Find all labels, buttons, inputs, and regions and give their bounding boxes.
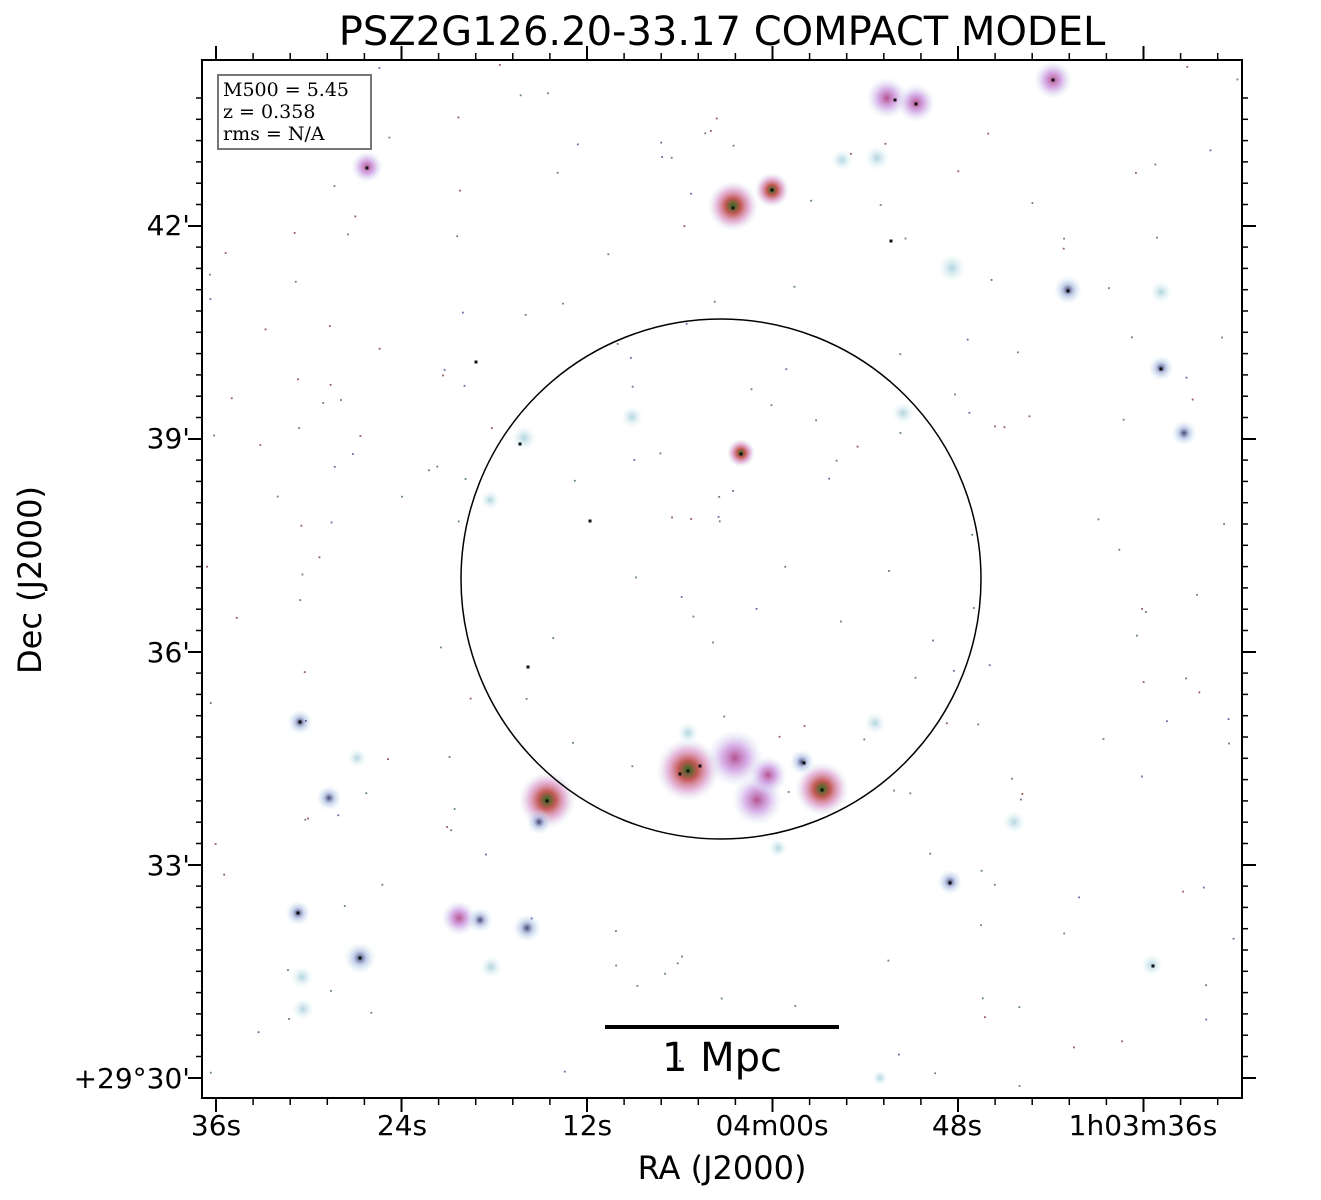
y-tick-label: +29°30' (73, 1062, 190, 1095)
x-tick-label: 48s (931, 1109, 983, 1142)
axis-ticks (188, 46, 1256, 1112)
x-tick-label: 12s (561, 1109, 613, 1142)
info-box: M500 = 5.45 z = 0.358 rms = N/A (217, 74, 372, 150)
scale-bar-label: 1 Mpc (661, 1035, 783, 1081)
x-axis-label: RA (J2000) (637, 1149, 807, 1187)
rms-text: rms = N/A (223, 123, 325, 145)
m500-text: M500 = 5.45 (223, 79, 350, 101)
radio-sources (206, 60, 1239, 1087)
axes-frame (201, 59, 1243, 1099)
r500-circle (460, 318, 982, 840)
y-tick-label: 33' (146, 849, 190, 882)
x-tick-label: 36s (190, 1109, 242, 1142)
x-tick-label: 1h03m36s (1068, 1109, 1218, 1142)
y-tick-label: 42' (146, 209, 190, 242)
y-tick-label: 36' (146, 636, 190, 669)
plot-title: PSZ2G126.20-33.17 COMPACT MODEL (338, 9, 1106, 55)
x-tick-label: 24s (376, 1109, 428, 1142)
redshift-text: z = 0.358 (223, 101, 316, 123)
y-tick-label: 39' (146, 422, 190, 455)
x-tick-label: 04m00s (715, 1109, 829, 1142)
